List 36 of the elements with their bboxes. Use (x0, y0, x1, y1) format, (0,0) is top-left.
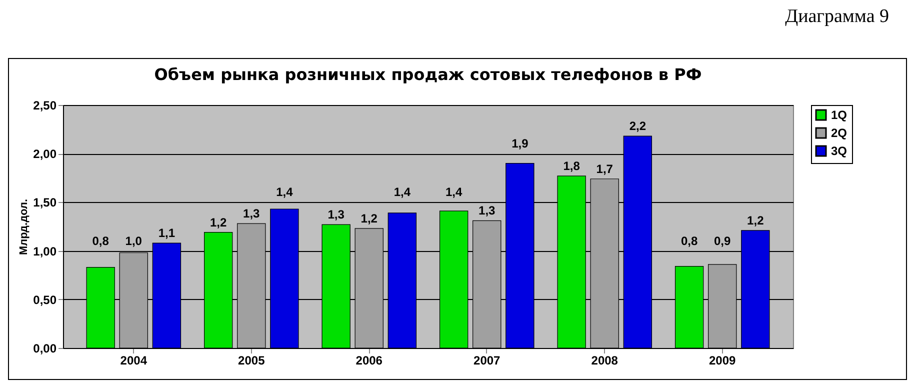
legend-label: 2Q (831, 126, 848, 140)
data-label: 2,2 (629, 119, 646, 134)
data-label: 1,4 (445, 185, 462, 200)
data-label: 1,2 (360, 211, 378, 226)
data-label: 1,4 (394, 185, 411, 200)
x-tick-label: 2006 (356, 354, 383, 368)
y-tick-label: 2,50 (33, 98, 57, 112)
x-tick-label: 2007 (474, 354, 501, 368)
legend-label: 3Q (831, 144, 848, 158)
legend-label: 1Q (831, 108, 848, 122)
data-label: 1,2 (210, 215, 227, 230)
data-label: 1,0 (125, 234, 142, 248)
y-tick-label: 1,00 (33, 244, 57, 258)
y-tick-label: 1,50 (33, 196, 57, 210)
data-label: 0,9 (714, 234, 732, 248)
data-label: 1,3 (243, 206, 260, 221)
x-tick-label: 2008 (591, 354, 618, 368)
data-label: 1,2 (747, 213, 764, 228)
data-label: 1,1 (158, 226, 176, 240)
data-label: 1,7 (596, 162, 614, 176)
x-tick-label: 2004 (120, 354, 148, 368)
y-tick-label: 2,00 (33, 147, 57, 162)
chart-title: Объем рынка розничных продаж сотовых телефонов в РФ (154, 65, 702, 84)
y-axis-title: Млрд.дол. (18, 198, 30, 256)
y-tick-label: 0,50 (33, 292, 57, 307)
text: Диаграмма 9 (785, 6, 889, 28)
data-label: 1,9 (512, 136, 529, 151)
data-label: 1,4 (276, 185, 294, 200)
data-label: 1,3 (328, 208, 345, 222)
data-label: 1,8 (563, 158, 580, 173)
x-tick-label: 2005 (238, 354, 266, 368)
data-label: 0,8 (92, 234, 110, 248)
y-tick-label: 0,00 (33, 342, 57, 356)
data-label: 0,8 (680, 234, 698, 248)
x-tick-label: 2009 (709, 354, 736, 368)
data-label: 1,3 (478, 204, 496, 218)
